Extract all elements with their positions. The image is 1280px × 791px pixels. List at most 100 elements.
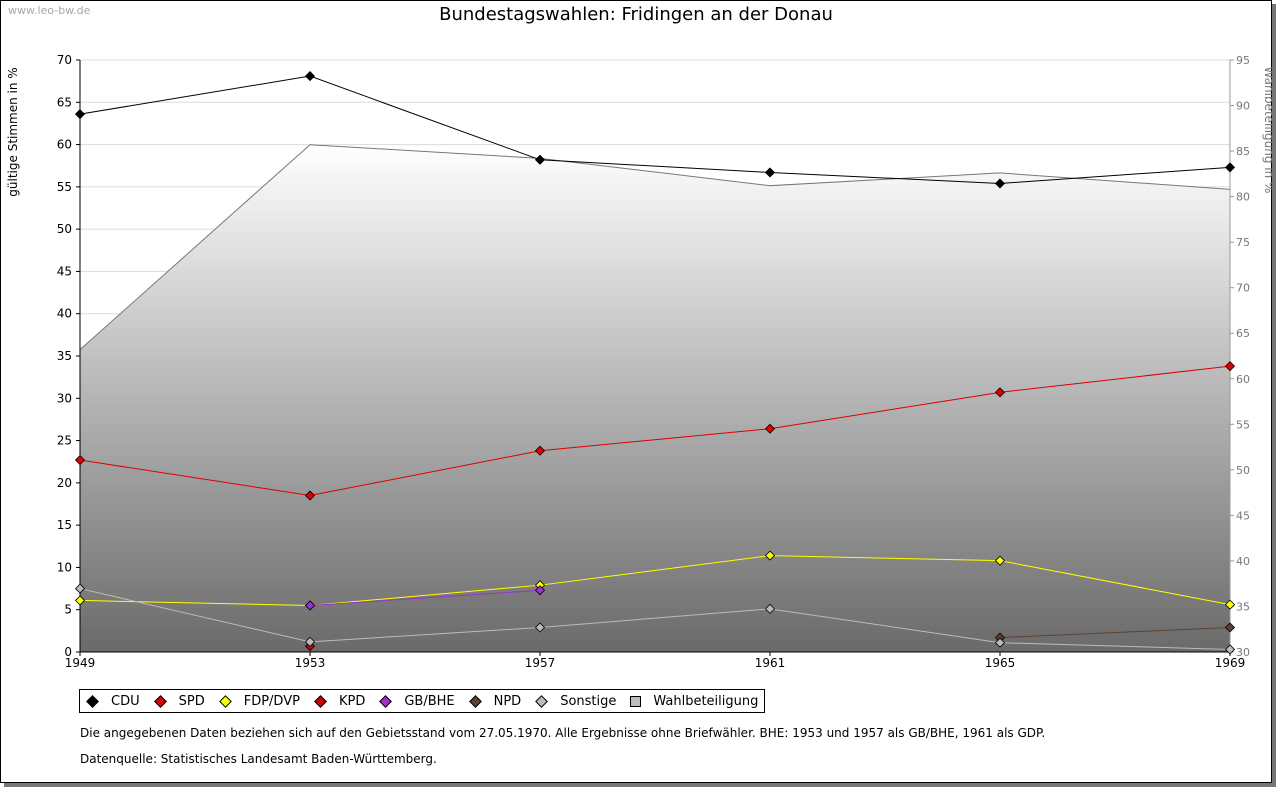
x-tick-label: 1969 [1215,656,1246,670]
data-point-sonstige [994,637,1006,648]
data-point-fdp-dvp [764,550,776,561]
legend-item-npd: NPD [468,693,522,709]
y2-tick-label: 40 [1236,555,1250,568]
y-axis-label: gültige Stimmen in % [6,67,20,196]
data-point-spd [994,387,1006,398]
series-line-sonstige [79,588,1231,650]
note-gebietsstand: Die angegebenen Daten beziehen sich auf … [80,726,1046,740]
y-tick-label: 20 [57,476,72,490]
x-tick-label: 1965 [985,656,1016,670]
series-line-spd [79,365,1231,497]
data-point-sonstige [74,583,86,594]
watermark: www.leo-bw.de [8,4,91,17]
legend-item-cdu: CDU [86,694,140,709]
legend-marker-fdp [218,694,232,708]
data-point-sonstige [1224,644,1236,655]
data-point-cdu [1224,162,1236,173]
y-tick-label: 45 [57,264,72,278]
x-tick-label: 1953 [295,656,326,670]
data-point-spd [74,454,86,466]
legend-marker-cdu [86,694,99,708]
y-tick-label: 0 [64,645,72,659]
y-tick-label: 15 [57,518,72,532]
legend-marker-spd [153,694,167,708]
data-point-fdp-dvp [74,595,86,606]
legend-marker-gbbhe [379,694,393,708]
y2-tick-label: 65 [1236,327,1250,340]
series-line-gb-bhe [309,589,541,606]
data-point-spd [1224,361,1236,372]
series-line-cdu [79,75,1231,184]
data-point-sonstige [764,603,776,614]
series-line-npd [999,626,1231,639]
x-tick-label: 1949 [65,656,96,670]
legend-item-kpd: KPD [314,694,365,709]
data-point-spd [534,445,546,456]
y2-axis-label: Wahlbeteiligung in % [1262,67,1276,194]
y2-tick-label: 55 [1236,418,1250,431]
y2-tick-label: 30 [1236,646,1250,659]
y-tick-label: 10 [57,560,72,574]
legend: CDU SPD FDP/DVP KPD GB/BHE NPD Sonstige … [79,689,766,713]
data-point-cdu [304,71,316,82]
legend-item-spd: SPD [153,693,205,709]
data-point-cdu [534,154,546,165]
y-tick-label: 25 [57,434,72,448]
data-point-sonstige [304,636,316,647]
data-point-cdu [764,167,776,178]
data-point-gb-bhe [534,585,546,596]
turnout-area [80,144,1230,652]
turnout-line [79,144,1231,350]
legend-label-fdp: FDP/DVP [243,693,300,709]
y-tick-label: 55 [57,180,72,194]
y2-tick-label: 75 [1236,236,1250,249]
y-tick-label: 40 [57,307,72,321]
legend-item-gbbhe: GB/BHE [379,693,455,709]
data-point-cdu [74,109,86,120]
data-point-cdu [994,178,1006,189]
y-tick-label: 50 [57,222,72,236]
legend-marker-wahlbeteiligung [630,695,642,707]
y2-tick-label: 35 [1236,600,1250,613]
chart-title: Bundestagswahlen: Fridingen an der Donau [439,4,833,25]
y2-tick-label: 85 [1236,145,1250,158]
note-datenquelle: Datenquelle: Statistisches Landesamt Bad… [80,752,437,766]
legend-label-gbbhe: GB/BHE [404,693,455,709]
legend-marker-npd [468,694,482,708]
y2-tick-label: 60 [1236,373,1250,386]
series-line-fdp-dvp [79,555,1231,606]
x-tick-label: 1961 [755,656,786,670]
legend-marker-kpd [314,694,327,708]
legend-label-wahlbeteiligung: Wahlbeteiligung [653,693,759,709]
y-tick-label: 70 [57,53,72,67]
data-point-fdp-dvp [994,555,1006,566]
y-tick-label: 65 [57,95,72,109]
y-tick-label: 60 [57,138,72,152]
legend-item-wahlbeteiligung: Wahlbeteiligung [630,694,758,709]
x-tick-label: 1957 [525,656,556,670]
legend-item-sonstige: Sonstige [535,694,616,709]
data-point-fdp-dvp [1224,599,1236,610]
data-point-gb-bhe [304,600,316,611]
legend-label-sonstige: Sonstige [560,693,617,709]
data-point-npd [1224,622,1236,633]
y-tick-label: 5 [64,603,72,617]
legend-marker-sonstige [535,694,549,708]
y2-tick-label: 90 [1236,100,1250,113]
y-tick-label: 30 [57,391,72,405]
data-point-spd [304,490,316,501]
y2-tick-label: 95 [1236,54,1250,67]
legend-label-cdu: CDU [111,693,140,709]
y2-tick-label: 80 [1236,191,1250,204]
data-point-sonstige [534,622,546,633]
legend-label-kpd: KPD [338,693,366,709]
y2-tick-label: 70 [1236,282,1250,295]
legend-item-fdp: FDP/DVP [218,693,300,709]
y2-tick-label: 50 [1236,464,1250,477]
legend-label-spd: SPD [178,693,205,709]
y-tick-label: 35 [57,349,72,363]
data-point-spd [764,423,776,434]
legend-label-npd: NPD [493,693,522,709]
y2-tick-label: 45 [1236,509,1250,522]
